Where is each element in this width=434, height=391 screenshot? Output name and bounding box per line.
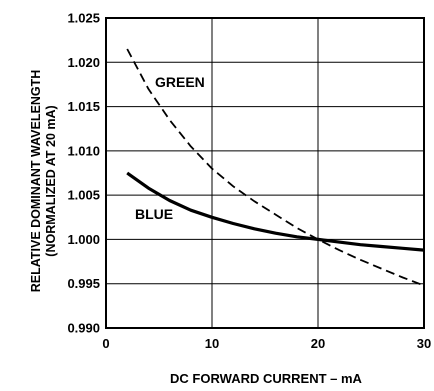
y-tick-label: 1.020 (67, 55, 100, 70)
y-axis-label: RELATIVE DOMINANT WAVELENGTH (NORMALIZED… (29, 70, 58, 292)
series-line-blue (126, 171, 425, 252)
x-tick-label: 20 (311, 336, 325, 351)
y-tick-label: 1.005 (67, 188, 100, 203)
y-axis-label-line-2: (NORMALIZED AT 20 mA) (44, 105, 58, 256)
series-group (126, 48, 425, 287)
y-tick-label: 1.010 (67, 143, 100, 158)
series-label-blue: BLUE (135, 206, 173, 222)
y-tick-label: 1.025 (67, 11, 100, 26)
x-tick-label: 30 (417, 336, 431, 351)
series-line-green (126, 48, 425, 287)
x-tick-label: 0 (102, 336, 109, 351)
x-tick-label: 10 (205, 336, 219, 351)
tick-labels: 0 10 20 30 0.990 0.995 1.000 1.005 1.010 1.015 1.0… (67, 11, 431, 352)
y-tick-label: 0.990 (67, 321, 100, 336)
plot-frame (105, 17, 425, 329)
y-tick-label: 1.000 (67, 232, 100, 247)
y-axis-label-line-1: RELATIVE DOMINANT WAVELENGTH (29, 70, 43, 292)
gridlines (106, 18, 424, 328)
y-tick-label: 0.995 (67, 276, 100, 291)
x-axis-label: DC FORWARD CURRENT – mA (170, 371, 362, 386)
y-tick-label: 1.015 (67, 99, 100, 114)
series-label-green: GREEN (155, 74, 205, 90)
